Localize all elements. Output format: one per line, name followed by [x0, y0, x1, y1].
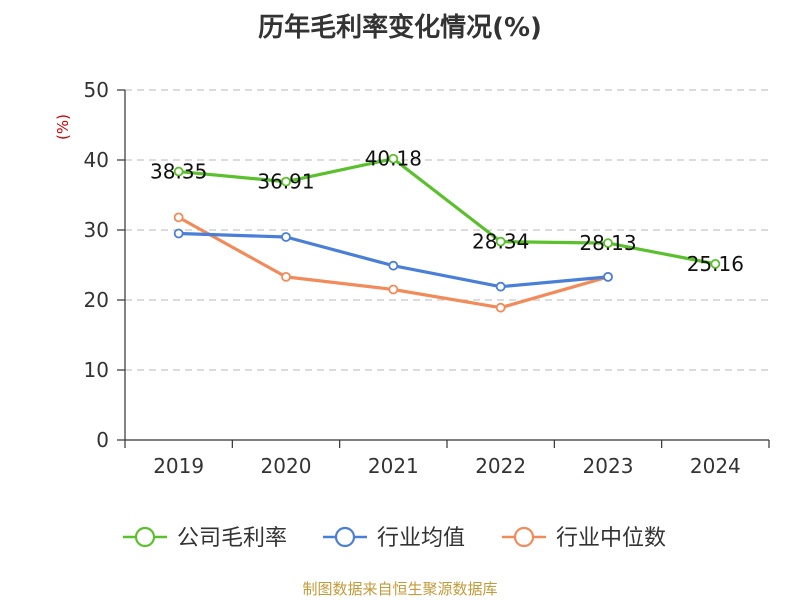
data-label: 28.13	[579, 231, 636, 255]
x-tick-label: 2019	[153, 454, 204, 478]
series-layer: 38.35 36.91 40.18 28.34 28.13 25.16	[150, 147, 744, 313]
data-point[interactable]	[603, 271, 613, 282]
data-label: 36.91	[257, 170, 314, 194]
data-point[interactable]	[173, 212, 184, 223]
y-tick-label: 50	[84, 78, 109, 102]
legend-label: 公司毛利率	[177, 526, 287, 551]
series-line	[178, 157, 716, 266]
series-0: 38.35 36.91 40.18 28.34 28.13 25.16	[150, 147, 744, 276]
data-point[interactable]	[603, 238, 613, 248]
data-point[interactable]	[495, 236, 506, 247]
legend-marker	[134, 526, 156, 548]
legend[interactable]: 公司毛利率 行业均值 行业中位数	[123, 526, 666, 551]
x-tick-label: 2021	[368, 454, 419, 478]
data-point[interactable]	[388, 153, 399, 164]
data-point[interactable]	[281, 232, 291, 242]
grid	[125, 89, 769, 371]
legend-label: 行业均值	[377, 526, 465, 551]
y-tick-label: 10	[84, 358, 109, 382]
x-tick-label: 2023	[583, 454, 634, 478]
data-point[interactable]	[173, 228, 184, 239]
series-1	[173, 228, 613, 292]
data-point[interactable]	[495, 281, 506, 292]
legend-item[interactable]: 行业均值	[323, 526, 465, 551]
data-point[interactable]	[495, 302, 506, 313]
axes: 0 10 20 30 40 50 2019 2020 2021 2022 2023 2024	[84, 78, 770, 478]
data-point[interactable]	[281, 176, 291, 187]
data-label: 25.16	[687, 252, 744, 276]
source-text: 制图数据来自恒生聚源数据库	[302, 580, 497, 598]
x-tick-label: 2024	[690, 454, 741, 478]
y-tick-label: 20	[84, 288, 109, 312]
data-label: 28.34	[472, 230, 529, 254]
x-tick-label: 2022	[475, 454, 526, 478]
x-tick-label: 2020	[261, 454, 312, 478]
legend-item[interactable]: 公司毛利率	[123, 526, 287, 551]
legend-marker	[513, 526, 535, 548]
legend-marker	[334, 526, 356, 548]
y-tick-label: 40	[84, 148, 109, 172]
y-tick-label: 0	[96, 428, 109, 452]
data-label: 38.35	[150, 160, 207, 184]
data-label: 40.18	[365, 147, 422, 171]
data-point[interactable]	[281, 271, 291, 282]
data-point[interactable]	[388, 284, 399, 295]
chart-title: 历年毛利率变化情况(%)	[258, 12, 542, 43]
y-axis-label: (%)	[54, 114, 72, 140]
data-point[interactable]	[388, 260, 399, 271]
data-point[interactable]	[710, 258, 721, 269]
data-point[interactable]	[173, 166, 184, 177]
y-tick-label: 30	[84, 218, 109, 242]
legend-label: 行业中位数	[556, 526, 666, 551]
legend-item[interactable]: 行业中位数	[502, 526, 666, 551]
